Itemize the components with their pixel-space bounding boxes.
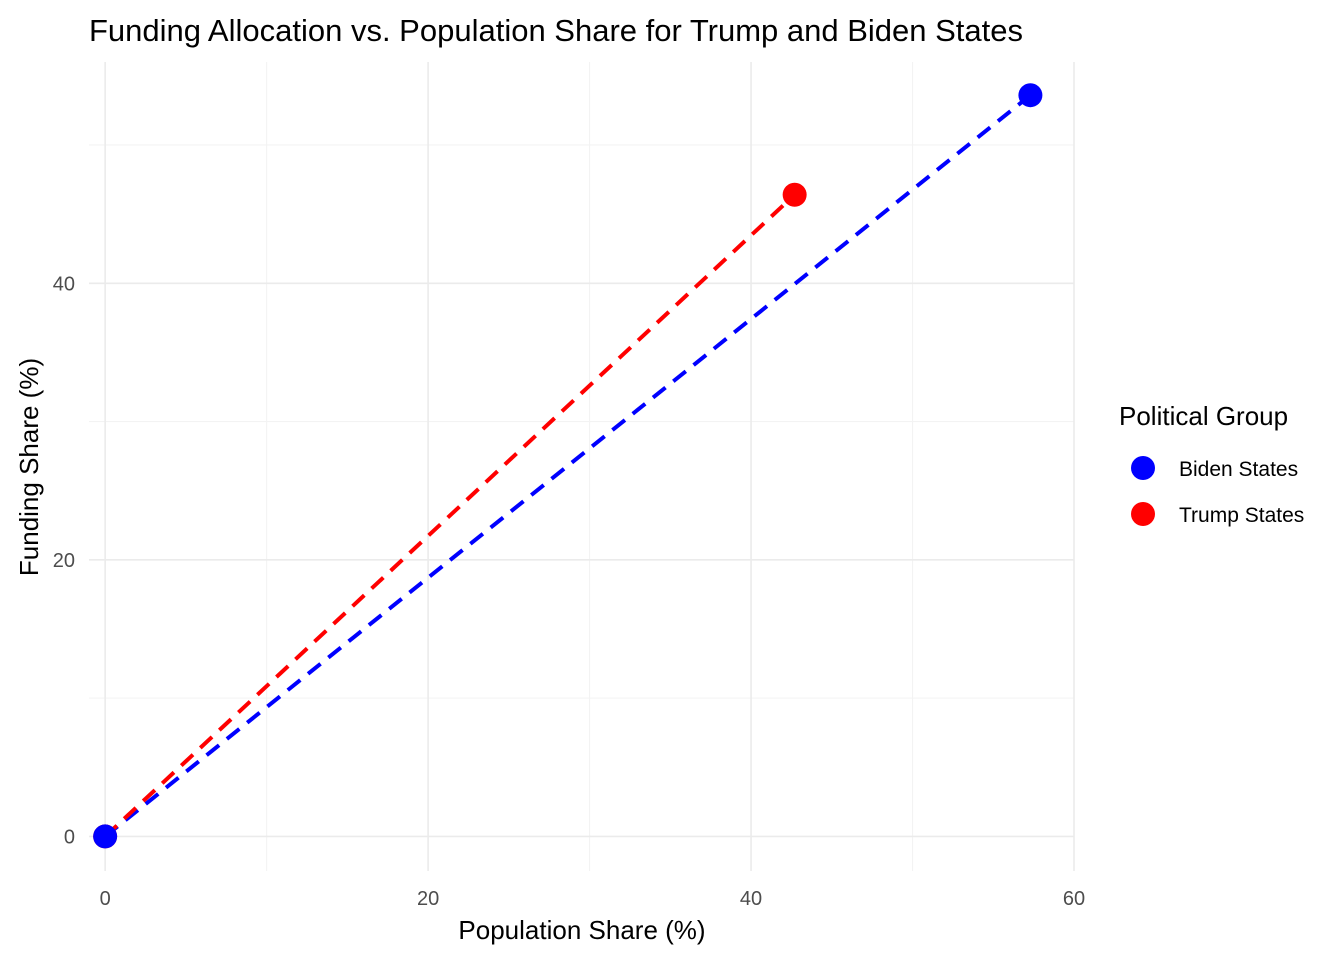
y-axis-tick-labels: 0 20 40 (53, 273, 75, 848)
series-line-trump-states (103, 193, 797, 838)
series-lines (103, 93, 1032, 838)
series-points (93, 83, 1043, 849)
y-tick-label: 20 (53, 550, 75, 572)
legend-key-trump-states (1131, 502, 1155, 526)
legend-key-biden-states (1131, 456, 1155, 480)
x-tick-label: 20 (417, 888, 439, 910)
x-tick-label: 60 (1063, 888, 1085, 910)
legend-items: Biden States Trump States (1131, 456, 1304, 527)
series-line-biden-states (103, 93, 1032, 838)
data-point-biden-states (1018, 83, 1043, 108)
x-axis-tick-labels: 0 20 40 60 (100, 888, 1086, 910)
y-tick-label: 0 (64, 826, 75, 848)
x-tick-label: 0 (100, 888, 111, 910)
x-tick-label: 40 (740, 888, 762, 910)
x-axis-title: Population Share (%) (458, 915, 705, 945)
legend-label: Biden States (1179, 458, 1298, 481)
data-point-trump-states (782, 182, 807, 207)
minor-gridlines (89, 62, 1074, 871)
y-axis-title: Funding Share (%) (14, 358, 44, 576)
major-gridlines (89, 62, 1075, 871)
legend-title: Political Group (1119, 401, 1288, 431)
legend: Political Group Biden States Trump States (1119, 401, 1304, 527)
plot-panel (89, 62, 1075, 871)
data-point-biden-states (93, 824, 118, 849)
chart-title: Funding Allocation vs. Population Share … (89, 13, 1023, 48)
legend-label: Trump States (1179, 504, 1304, 527)
y-tick-label: 40 (53, 273, 75, 295)
